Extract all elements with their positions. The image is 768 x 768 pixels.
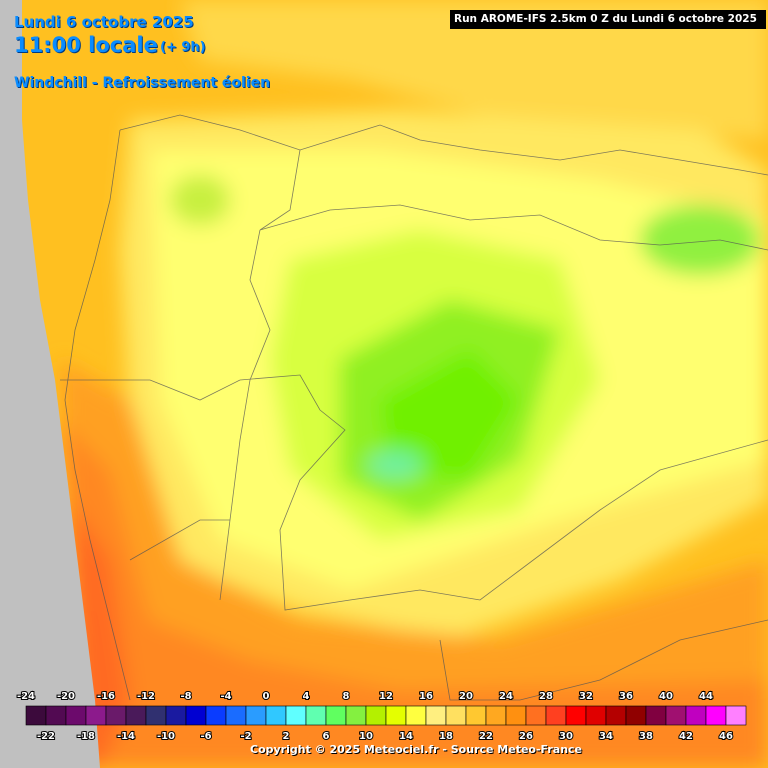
legend-swatch	[365, 705, 387, 726]
legend-label: 30	[559, 731, 573, 742]
legend-swatch	[25, 705, 47, 726]
legend-swatch	[425, 705, 447, 726]
legend-label: 6	[323, 731, 330, 742]
legend-label: 20	[459, 691, 473, 702]
field-shading	[60, 0, 768, 768]
legend-label: 42	[679, 731, 693, 742]
legend-swatch	[645, 705, 667, 726]
legend-label: -16	[97, 691, 115, 702]
legend-swatch	[285, 705, 307, 726]
legend-swatch	[205, 705, 227, 726]
copyright: Copyright © 2025 Meteociel.fr - Source M…	[250, 743, 583, 756]
legend-swatch	[65, 705, 87, 726]
legend-swatch	[445, 705, 467, 726]
legend-label: -14	[117, 731, 135, 742]
legend-label: -8	[180, 691, 191, 702]
legend-swatch	[165, 705, 187, 726]
legend-swatch	[665, 705, 687, 726]
legend-label: 16	[419, 691, 433, 702]
legend-swatch	[625, 705, 647, 726]
legend-label: 32	[579, 691, 593, 702]
legend-swatch	[505, 705, 527, 726]
legend-label: 2	[283, 731, 290, 742]
legend-swatch	[105, 705, 127, 726]
date: Lundi 6 octobre 2025	[14, 13, 194, 31]
legend-label: 40	[659, 691, 673, 702]
legend-label: -22	[37, 731, 55, 742]
legend-swatch	[85, 705, 107, 726]
outside-domain	[0, 0, 100, 768]
legend-swatch	[585, 705, 607, 726]
legend-label: 28	[539, 691, 553, 702]
borders	[60, 114, 768, 701]
legend-label: -18	[77, 731, 95, 742]
legend-label: -4	[220, 691, 231, 702]
legend-swatch	[565, 705, 587, 726]
legend-label: 4	[303, 691, 310, 702]
legend-swatch	[705, 705, 727, 726]
legend-label: 26	[519, 731, 533, 742]
legend-label: 18	[439, 731, 453, 742]
legend: -24-22-20-18-16-14-12-10-8-6-4-202468101…	[16, 690, 747, 743]
local-time: 11:00 locale	[14, 33, 158, 57]
legend-swatch	[305, 705, 327, 726]
legend-swatch	[225, 705, 247, 726]
legend-swatch	[325, 705, 347, 726]
legend-label: -12	[137, 691, 155, 702]
legend-swatch	[45, 705, 67, 726]
legend-swatch	[345, 705, 367, 726]
legend-label: 10	[359, 731, 373, 742]
legend-label: 12	[379, 691, 393, 702]
legend-label: 22	[479, 731, 493, 742]
legend-swatch	[385, 705, 407, 726]
legend-label: -10	[157, 731, 175, 742]
legend-label: 8	[343, 691, 350, 702]
legend-label: -24	[17, 691, 35, 702]
legend-swatch	[145, 705, 167, 726]
legend-label: 44	[699, 691, 713, 702]
legend-label: 14	[399, 731, 413, 742]
legend-swatch	[485, 705, 507, 726]
legend-swatch	[245, 705, 267, 726]
legend-label: -20	[57, 691, 75, 702]
legend-swatch	[545, 705, 567, 726]
legend-swatch	[465, 705, 487, 726]
legend-swatch	[685, 705, 707, 726]
legend-label: 38	[639, 731, 653, 742]
legend-label: 0	[263, 691, 270, 702]
legend-swatch	[125, 705, 147, 726]
legend-swatch	[605, 705, 627, 726]
legend-label: 36	[619, 691, 633, 702]
legend-label: -2	[240, 731, 251, 742]
legend-swatch	[725, 705, 747, 726]
legend-swatch	[525, 705, 547, 726]
legend-label: 34	[599, 731, 613, 742]
legend-label: -6	[200, 731, 211, 742]
field-name: Windchill - Refroissement éolien	[14, 75, 271, 91]
legend-label: 46	[719, 731, 733, 742]
legend-swatch	[265, 705, 287, 726]
legend-swatch	[185, 705, 207, 726]
legend-label: 24	[499, 691, 513, 702]
run-info: Run AROME-IFS 2.5km 0 Z du Lundi 6 octob…	[450, 10, 766, 29]
legend-swatch	[405, 705, 427, 726]
lead-time: (+ 9h)	[160, 40, 206, 55]
